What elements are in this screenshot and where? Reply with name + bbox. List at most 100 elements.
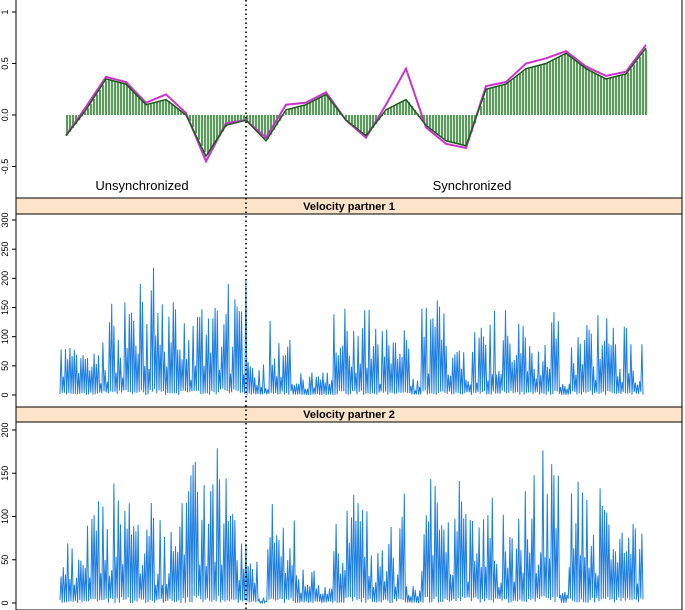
synchrony-bar: [492, 87, 495, 115]
synchrony-bar: [387, 109, 390, 115]
velocity-y-tick-label: 300: [0, 212, 10, 227]
synchrony-bar: [645, 49, 648, 115]
synchrony-bar: [603, 77, 606, 115]
synchrony-bar: [600, 75, 603, 115]
synchrony-bar: [627, 72, 630, 115]
synchrony-bar: [306, 104, 309, 115]
synchrony-bar: [615, 76, 618, 115]
velocity-partner-1-y-axis: 0 50 100 150 200 250 300: [0, 212, 16, 398]
synchrony-bar: [318, 98, 321, 115]
synchrony-bar: [555, 58, 558, 115]
synchrony-bar: [345, 115, 348, 119]
synchrony-bar: [195, 115, 198, 134]
synchrony-bar: [297, 107, 300, 115]
synchrony-bar: [522, 71, 525, 115]
synchrony-bar: [201, 115, 204, 146]
synchrony-bar: [594, 72, 597, 115]
synchrony-bar: [498, 86, 501, 115]
synchrony-bar: [621, 75, 624, 115]
synchrony-bar: [177, 108, 180, 115]
synchrony-bar: [504, 84, 507, 115]
synchrony-bar: [570, 56, 573, 115]
synchrony-bar: [393, 106, 396, 115]
velocity-y-tick-label: 50: [0, 555, 10, 565]
synchrony-bar: [444, 115, 447, 140]
synchrony-bar: [540, 65, 543, 115]
synchrony-bar: [246, 115, 249, 121]
synchrony-bar: [300, 106, 303, 115]
synchrony-bar: [390, 107, 393, 115]
synchrony-bar: [180, 110, 183, 115]
velocity-partner-2-y-axis: 0 50 100 150 200: [0, 422, 16, 606]
synchrony-bar: [213, 115, 216, 146]
synchrony-bar: [129, 87, 132, 115]
synchrony-bar: [408, 102, 411, 115]
velocity-y-tick-label: 150: [0, 466, 10, 481]
synchrony-bar: [519, 74, 522, 115]
synchrony-bar: [216, 115, 219, 141]
synchrony-bar: [420, 115, 423, 118]
synchrony-bar: [435, 115, 438, 133]
synchrony-bars: [66, 49, 648, 155]
velocity-y-tick-label: 0: [0, 392, 10, 397]
synchrony-bar: [447, 115, 450, 142]
synchrony-bar: [117, 81, 120, 115]
synchrony-bar: [597, 74, 600, 115]
velocity-y-tick-label: 200: [0, 271, 10, 286]
synchrony-bar: [534, 66, 537, 115]
synchrony-panel: -0.5 0.0 0.5 1 Unsynchronized Synchronized: [0, 0, 683, 199]
synchrony-bar: [102, 85, 105, 115]
synchrony-bar: [267, 115, 270, 140]
synchrony-bar: [357, 115, 360, 129]
synchrony-bar: [234, 115, 237, 124]
synchronized-label: Synchronized: [433, 178, 512, 193]
velocity-partner-1-panel: 0 50 100 150 200 250 300: [0, 212, 683, 408]
synchrony-bar: [93, 99, 96, 115]
synchrony-bar: [123, 83, 126, 115]
velocity-y-tick-label: 50: [0, 361, 10, 371]
synchrony-bar: [462, 115, 465, 145]
synchrony-bar: [285, 111, 288, 115]
synchrony-bar: [405, 100, 408, 115]
synchrony-bar: [423, 115, 426, 122]
synchrony-bar: [624, 74, 627, 115]
synchrony-bar: [456, 115, 459, 144]
synchrony-bar: [189, 115, 192, 122]
synchrony-bar: [147, 104, 150, 115]
velocity-y-tick-label: 200: [0, 422, 10, 437]
synchrony-bar: [501, 85, 504, 115]
synchrony-bar: [162, 100, 165, 115]
synchrony-bar: [252, 115, 255, 127]
velocity-partner-1-strip: Velocity partner 1: [15, 197, 683, 215]
synchrony-bar: [537, 65, 540, 115]
synchrony-bar: [69, 115, 72, 132]
synchrony-bar: [459, 115, 462, 145]
synchrony-bar: [291, 108, 294, 115]
synchrony-bar: [591, 71, 594, 115]
synchrony-bar: [576, 60, 579, 115]
synchrony-bar: [369, 115, 372, 132]
synchrony-bar: [264, 115, 267, 139]
synchrony-bar: [558, 57, 561, 115]
synchrony-bar: [315, 100, 318, 115]
synchrony-bar: [582, 65, 585, 115]
synchrony-bar: [642, 53, 645, 115]
synchrony-bar: [144, 102, 147, 115]
synchrony-bar: [372, 115, 375, 128]
synchrony-bar: [174, 105, 177, 115]
synchrony-bar: [639, 57, 642, 115]
synchrony-bar: [426, 115, 429, 126]
velocity-y-tick-label: 250: [0, 242, 10, 257]
unsynchronized-label: Unsynchronized: [95, 178, 188, 193]
synchrony-bar: [243, 115, 246, 121]
synchrony-bar: [573, 58, 576, 115]
synchrony-bar: [135, 93, 138, 115]
synchrony-bar: [99, 89, 102, 115]
synchrony-bar: [327, 95, 330, 115]
synchrony-bar: [312, 101, 315, 115]
synchrony-bar: [303, 105, 306, 115]
synchrony-bar: [207, 115, 210, 155]
synchrony-bar: [228, 115, 231, 125]
synchrony-bar: [432, 115, 435, 130]
synchrony-y-tick-label: 0.0: [0, 109, 10, 122]
